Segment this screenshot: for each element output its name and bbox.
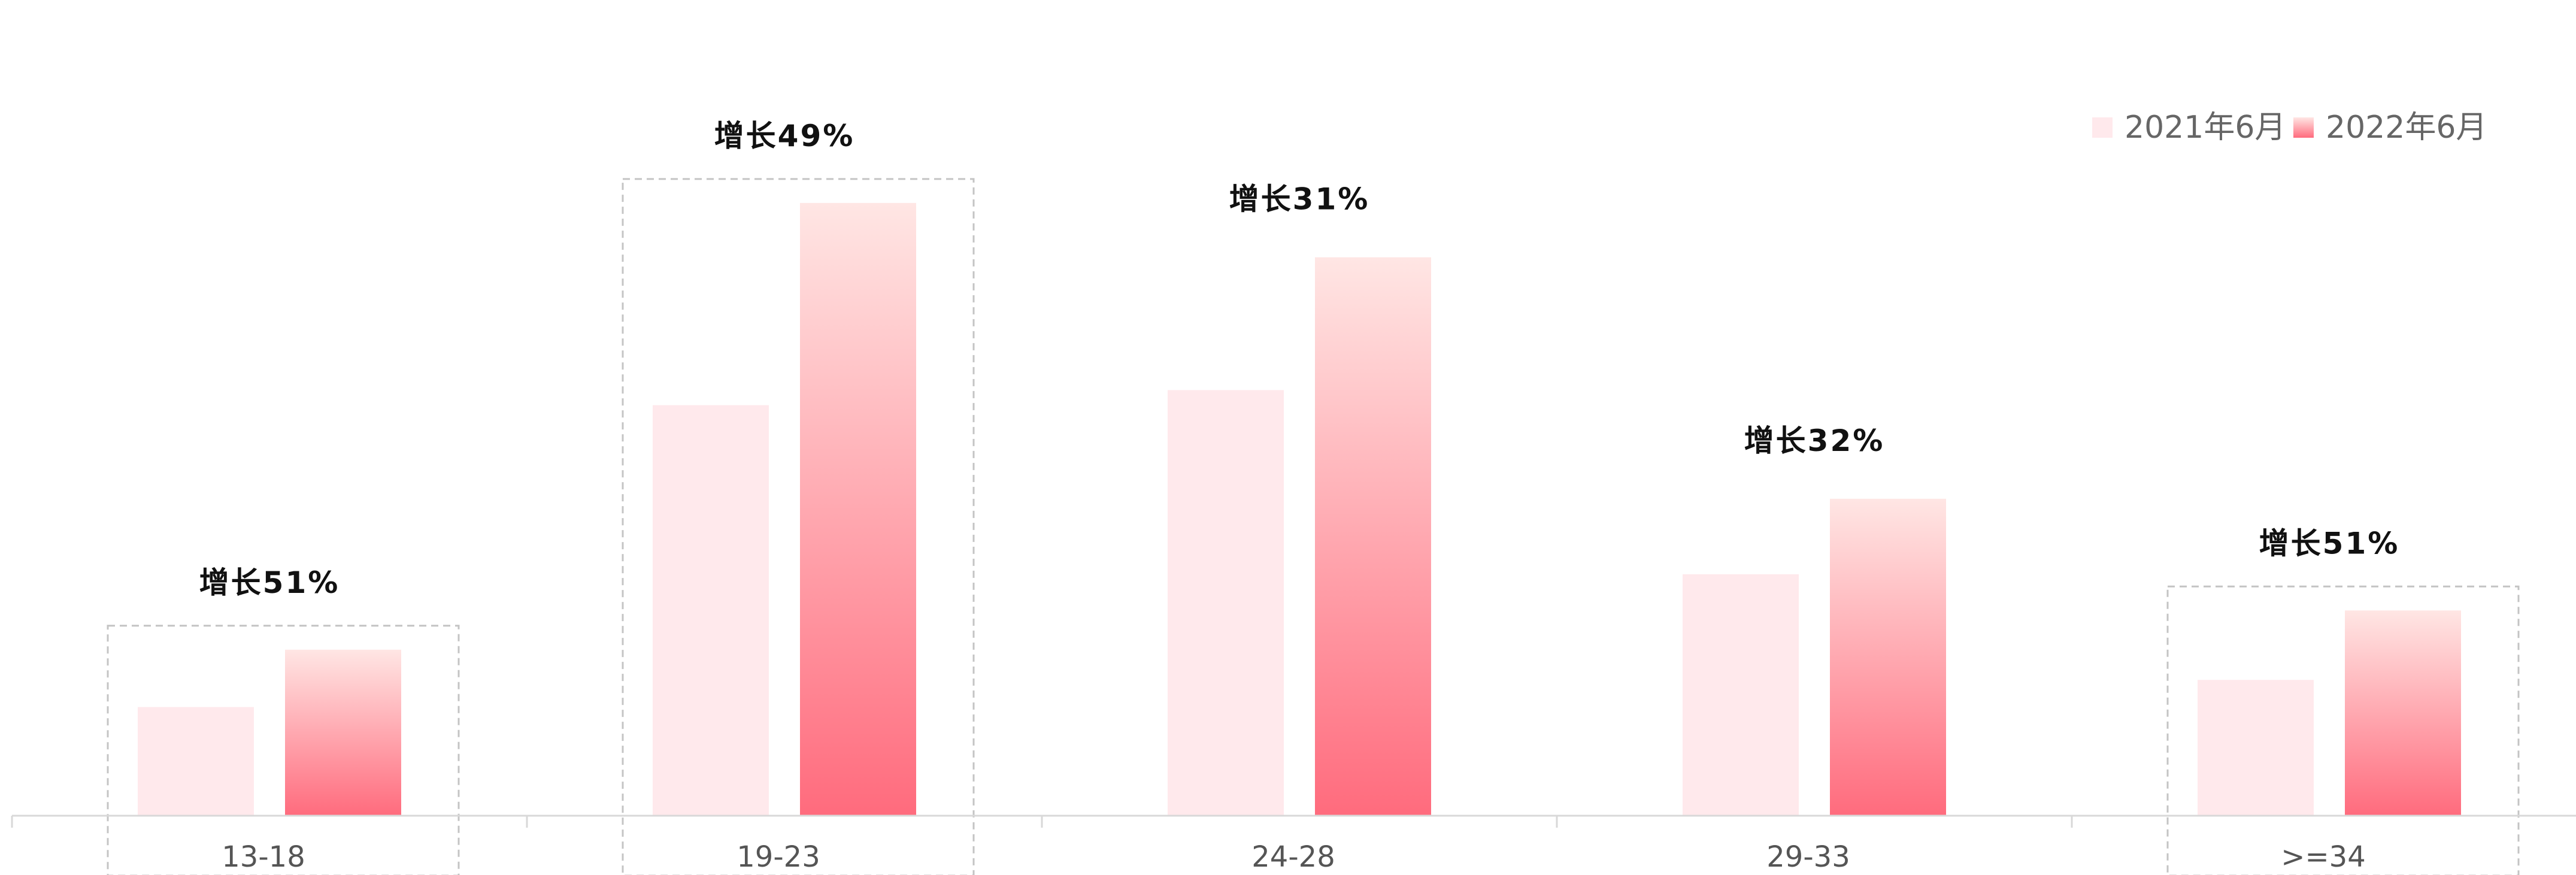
- highlight-boxes: [107, 178, 2520, 875]
- x-tick-label-19-23: 19-23: [737, 840, 820, 874]
- highlight-box-gte-34: [2166, 585, 2520, 875]
- bar-2021-24-28: [1168, 390, 1284, 816]
- bar-2021-gte-34: [2198, 680, 2314, 816]
- growth-label-24-28: 增长31%: [1229, 182, 1370, 217]
- bars: [138, 202, 2461, 816]
- bar-2022-24-28: [1315, 257, 1431, 816]
- bar-2022-gte-34: [2345, 610, 2461, 816]
- growth-label-gte-34: 增长51%: [2259, 526, 2400, 561]
- legend: 2021年6月 2022年6月: [2092, 110, 2487, 146]
- annotations: 增长51% 增长49% 增长31% 增长32% 增长51%: [199, 119, 2400, 600]
- highlight-box-19-23: [622, 178, 975, 875]
- bar-2021-19-23: [653, 405, 769, 816]
- legend-label-2021: 2021年6月: [2125, 110, 2286, 146]
- growth-label-19-23: 增长49%: [714, 119, 855, 153]
- x-tick-label-13-18: 13-18: [222, 840, 305, 874]
- legend-label-2022: 2022年6月: [2326, 110, 2487, 146]
- growth-label-13-18: 增长51%: [199, 565, 340, 600]
- bar-2022-13-18: [285, 649, 401, 816]
- growth-label-29-33: 增长32%: [1744, 423, 1885, 458]
- bar-2021-13-18: [138, 707, 254, 816]
- x-tick-label-29-33: 29-33: [1766, 840, 1850, 874]
- bar-2022-19-23: [800, 202, 916, 816]
- legend-swatch-2021: [2092, 117, 2113, 138]
- x-axis: 13-18 19-23 24-28 29-33 >=34: [11, 815, 2576, 874]
- bar-2021-29-33: [1683, 574, 1799, 816]
- x-tick-label-gte-34: >=34: [2281, 840, 2366, 874]
- bar-2022-29-33: [1830, 498, 1946, 816]
- legend-swatch-2022: [2293, 117, 2314, 138]
- x-tick-label-24-28: 24-28: [1251, 840, 1335, 874]
